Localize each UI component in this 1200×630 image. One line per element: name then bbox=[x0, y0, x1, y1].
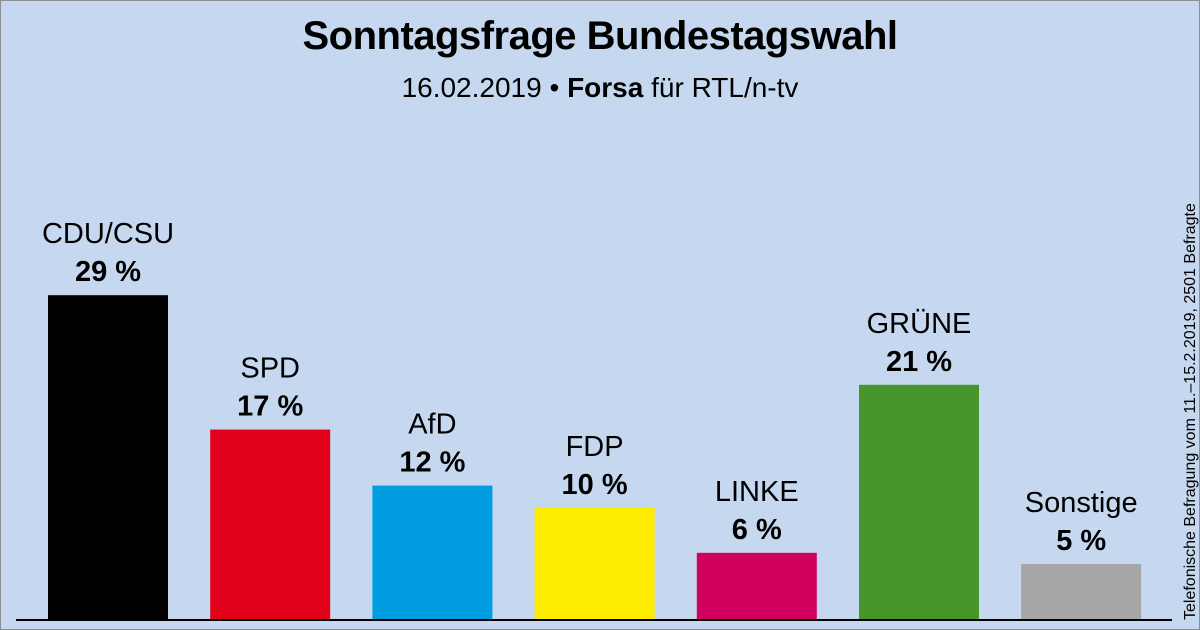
category-label-sonstige: Sonstige bbox=[1025, 487, 1138, 519]
subtitle-date: 16.02.2019 bbox=[401, 72, 542, 103]
bar-spd bbox=[210, 429, 331, 620]
subtitle-client: für RTL/n-tv bbox=[651, 72, 799, 103]
value-label-linke: 6 % bbox=[732, 514, 782, 546]
chart-title: Sonntagsfrage Bundestagswahl bbox=[302, 14, 898, 58]
category-label-spd: SPD bbox=[240, 353, 300, 385]
bar-gr-ne bbox=[859, 384, 979, 620]
bars-group: 29 % CDU/CSU 17 % SPD 12 % AfD 10 % FDP 6 % LINKE… bbox=[42, 218, 1142, 620]
category-label-cdu-csu: CDU/CSU bbox=[42, 218, 174, 250]
subtitle-separator: • bbox=[549, 72, 560, 103]
category-label-afd: AfD bbox=[408, 409, 456, 441]
value-label-sonstige: 5 % bbox=[1056, 525, 1106, 557]
value-label-cdu-csu: 29 % bbox=[75, 256, 141, 288]
value-label-gr-ne: 21 % bbox=[886, 346, 952, 378]
value-label-afd: 12 % bbox=[399, 447, 465, 479]
category-label-fdp: FDP bbox=[566, 431, 624, 463]
bar-linke bbox=[696, 552, 817, 620]
bar-sonstige bbox=[1021, 564, 1142, 620]
category-label-linke: LINKE bbox=[715, 476, 799, 508]
bar-fdp bbox=[534, 508, 655, 620]
subtitle-institute: Forsa bbox=[567, 72, 644, 103]
category-label-gr-ne: GRÜNE bbox=[867, 308, 972, 340]
bar-cdu-csu bbox=[48, 295, 168, 620]
value-label-spd: 17 % bbox=[237, 391, 303, 423]
chart-subtitle: 16.02.2019 • Forsa für RTL/n-tv bbox=[0, 72, 1200, 104]
bar-afd bbox=[372, 485, 493, 620]
value-label-fdp: 10 % bbox=[562, 469, 628, 501]
